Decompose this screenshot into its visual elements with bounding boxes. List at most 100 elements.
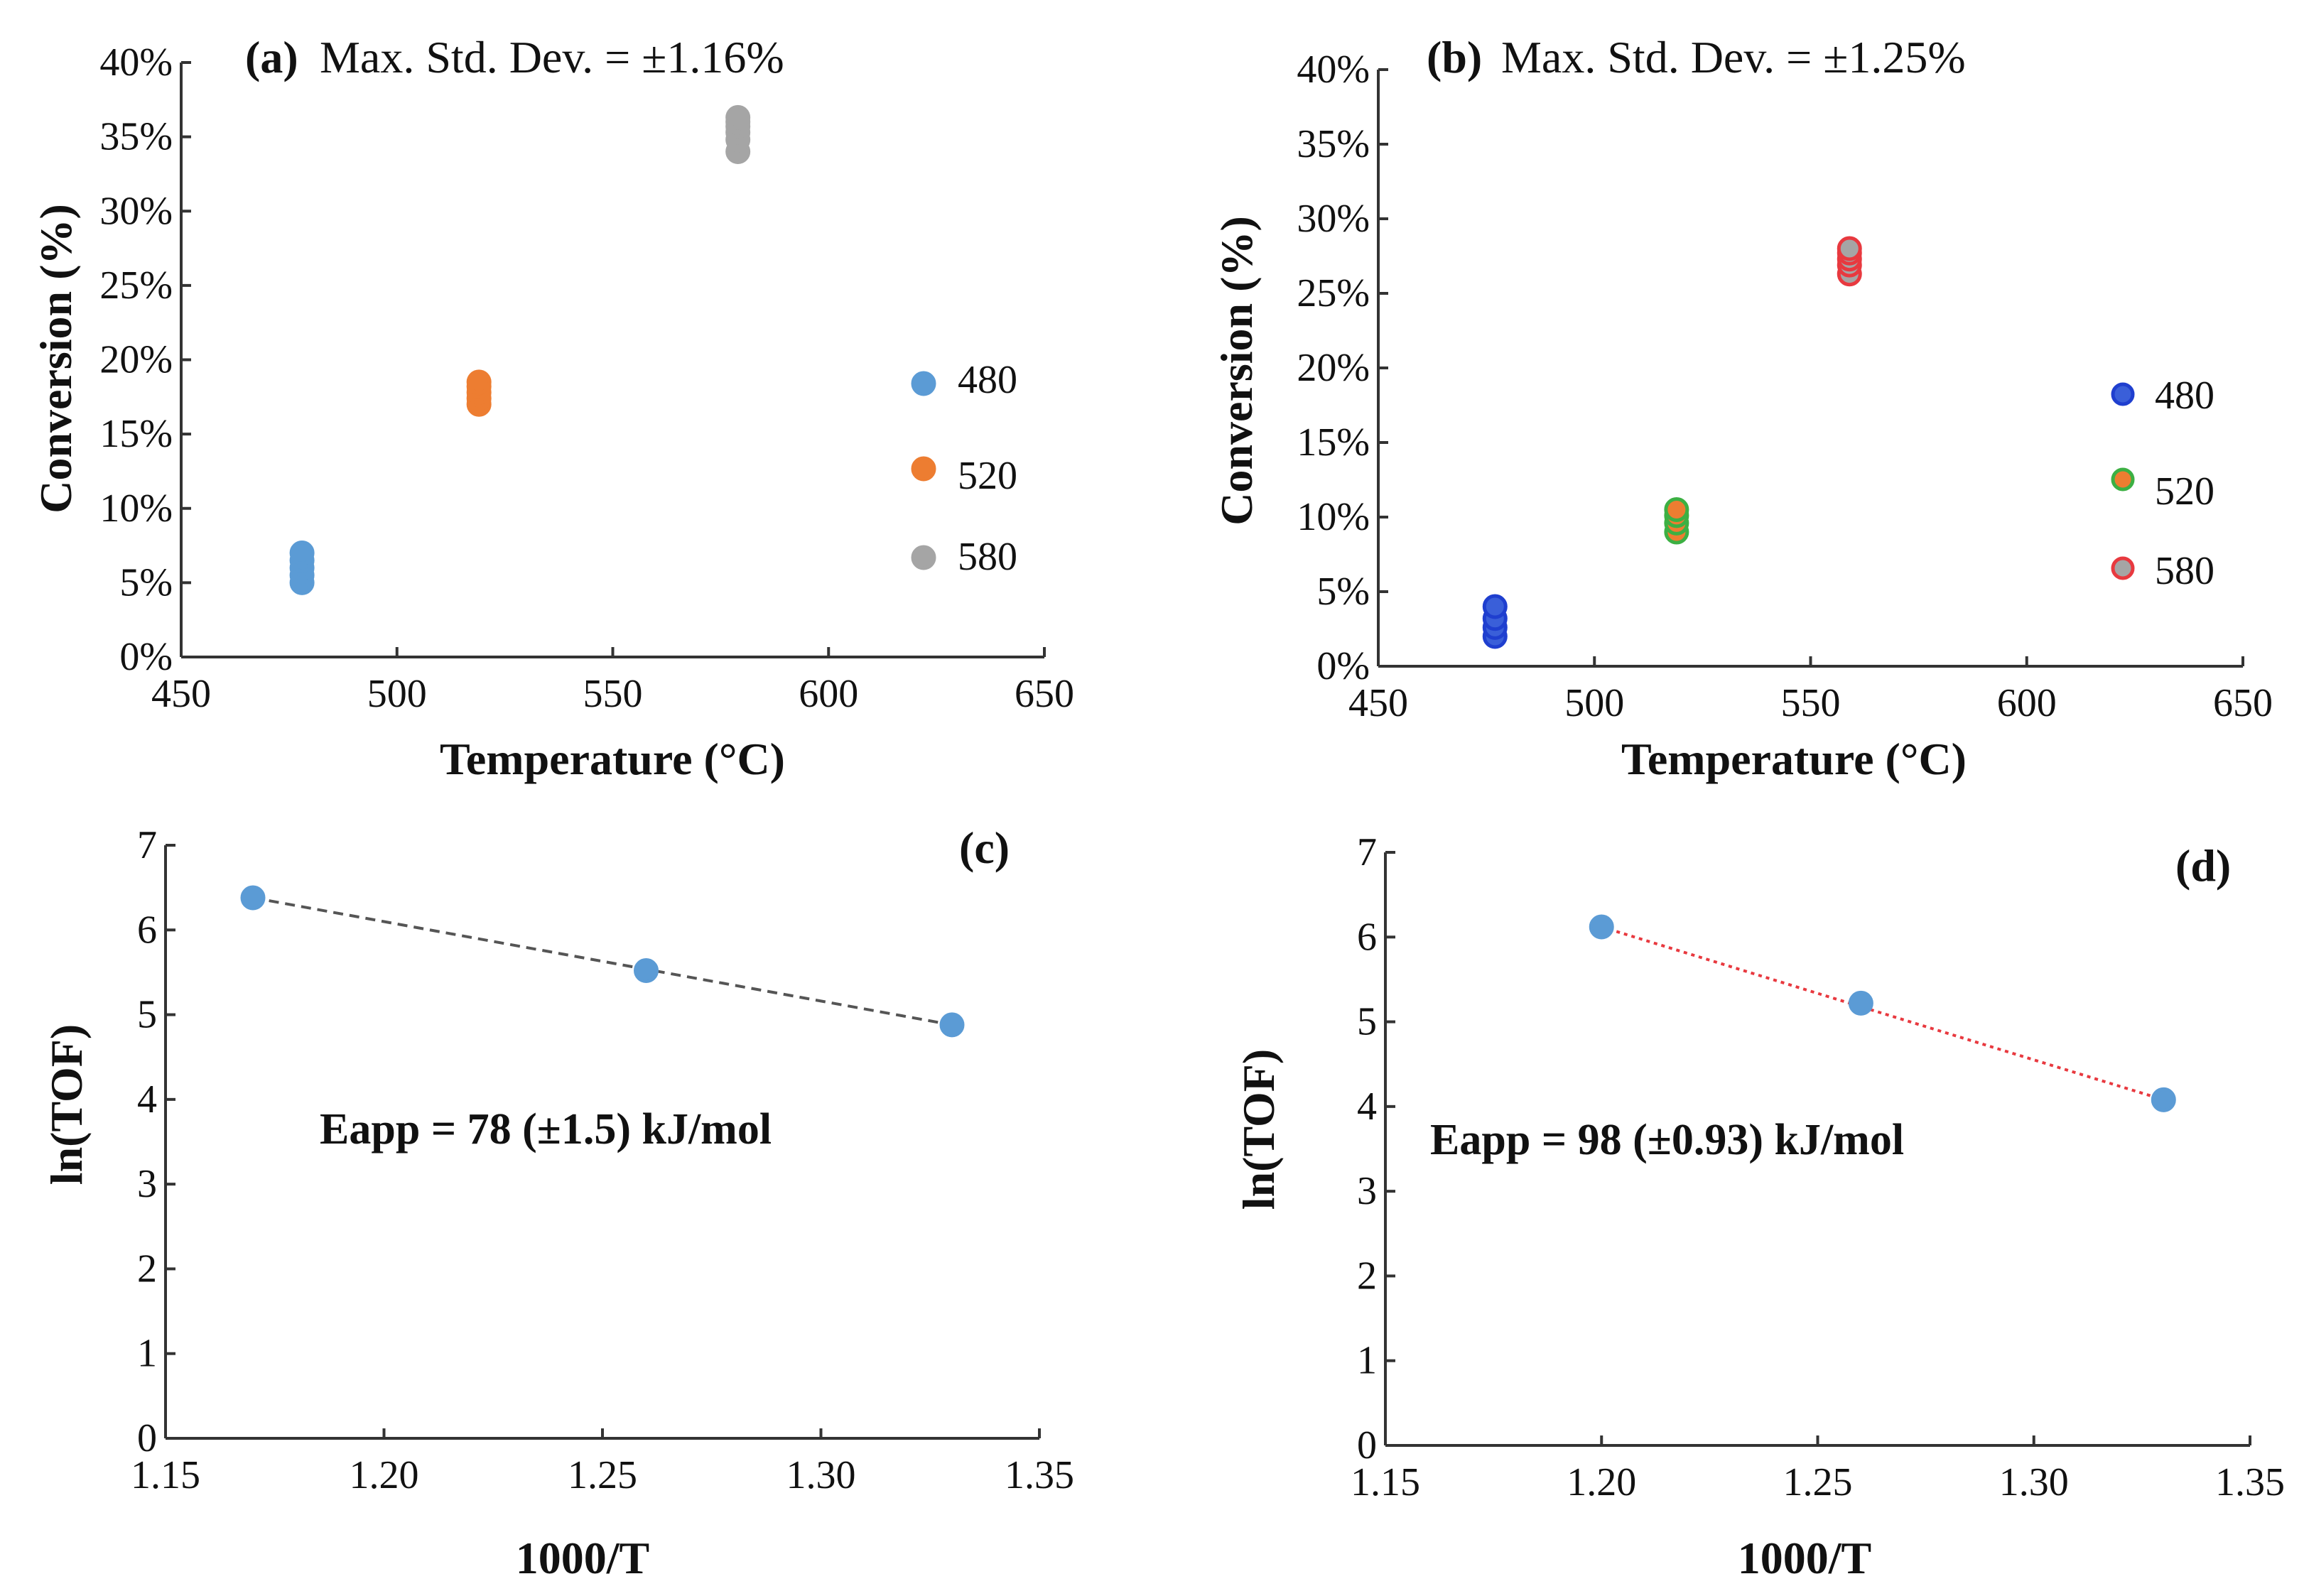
legend-marker-520 xyxy=(911,456,936,482)
y-tick-label: 4 xyxy=(1357,1085,1377,1129)
panel-a-x-axis-label: Temperature (°C) xyxy=(440,734,785,784)
y-tick-label: 15% xyxy=(1297,420,1370,465)
y-tick-label: 1 xyxy=(1357,1339,1377,1383)
panel-a-title: Max. Std. Dev. = ±1.16% xyxy=(320,32,784,82)
legend-label-480: 480 xyxy=(2155,374,2214,418)
data-point xyxy=(1482,594,1508,619)
legend-label-480: 480 xyxy=(958,358,1017,402)
x-tick-label: 1.35 xyxy=(2215,1460,2285,1504)
y-tick-label: 10% xyxy=(1297,495,1370,539)
x-tick-label: 450 xyxy=(151,672,211,716)
fit-line xyxy=(252,896,953,1026)
x-tick-label: 1.30 xyxy=(1999,1460,2069,1504)
y-tick-label: 35% xyxy=(1297,122,1370,166)
y-tick-label: 5 xyxy=(1357,1000,1377,1044)
panel-c-annotation: Eapp = 78 (±1.5) kJ/mol xyxy=(320,1105,772,1153)
y-tick-label: 25% xyxy=(1297,271,1370,315)
legend-label-520: 520 xyxy=(2155,469,2214,514)
x-tick-label: 500 xyxy=(367,672,427,716)
panel-b-title: Max. Std. Dev. = ±1.25% xyxy=(1501,32,1966,82)
x-tick-label: 1.35 xyxy=(1005,1453,1074,1497)
panel-d-y-axis-label: ln(TOF) xyxy=(1233,1049,1284,1210)
y-tick-label: 7 xyxy=(1357,830,1377,874)
y-tick-label: 1 xyxy=(137,1332,157,1376)
y-tick-label: 3 xyxy=(1357,1169,1377,1213)
y-tick-label: 30% xyxy=(1297,197,1370,241)
y-tick-label: 6 xyxy=(1357,915,1377,959)
y-tick-label: 5% xyxy=(1316,570,1370,614)
y-tick-label: 25% xyxy=(99,264,173,308)
y-tick-label: 15% xyxy=(99,412,173,456)
y-tick-label: 0% xyxy=(1316,644,1370,688)
y-tick-label: 5% xyxy=(119,560,173,604)
x-tick-label: 450 xyxy=(1348,681,1408,725)
data-point xyxy=(725,104,751,130)
data-point xyxy=(1589,914,1614,940)
legend-marker-480 xyxy=(2111,382,2135,406)
panel-a-y-axis-label: Conversion (%) xyxy=(31,204,81,514)
y-tick-label: 40% xyxy=(1297,48,1370,92)
legend-label-580: 580 xyxy=(2155,549,2214,593)
y-tick-label: 0 xyxy=(137,1416,157,1460)
data-point xyxy=(289,541,315,566)
panel-b-x-axis-label: Temperature (°C) xyxy=(1621,734,1967,784)
x-tick-label: 550 xyxy=(583,672,643,716)
panel-d-annotation: Eapp = 98 (±0.93) kJ/mol xyxy=(1430,1116,1904,1164)
x-tick-label: 550 xyxy=(1781,681,1841,725)
x-tick-label: 1.20 xyxy=(350,1453,419,1497)
y-tick-label: 2 xyxy=(1357,1254,1377,1298)
y-tick-label: 10% xyxy=(99,487,173,531)
data-point xyxy=(1664,497,1689,522)
data-point xyxy=(466,369,492,395)
y-tick-label: 0 xyxy=(1357,1423,1377,1467)
panel-a: 450 500 550 600 650 0% 5% 10% 15% 20% 25% 30% 35% 40%… xyxy=(31,32,1074,784)
panel-c-y-axis-label: ln(TOF) xyxy=(41,1024,92,1185)
data-point xyxy=(634,958,659,984)
y-tick-label: 7 xyxy=(137,823,157,867)
panel-c-x-axis-label: 1000/T xyxy=(516,1533,649,1583)
panel-d-letter: (d) xyxy=(2175,840,2231,891)
data-point xyxy=(240,885,266,911)
legend-marker-480 xyxy=(911,371,936,396)
panel-b-legend: 480 520 580 xyxy=(2111,374,2214,593)
panel-c-letter: (c) xyxy=(959,823,1010,873)
y-tick-label: 5 xyxy=(137,993,157,1037)
legend-label-520: 520 xyxy=(958,454,1017,498)
x-tick-label: 600 xyxy=(1997,681,2057,725)
x-tick-label: 1.30 xyxy=(786,1453,856,1497)
x-tick-label: 1.15 xyxy=(1351,1460,1420,1504)
x-tick-label: 650 xyxy=(2213,681,2273,725)
legend-label-580: 580 xyxy=(958,535,1017,579)
panel-b-letter: (b) xyxy=(1427,32,1482,82)
y-tick-label: 2 xyxy=(137,1247,157,1291)
y-tick-label: 40% xyxy=(99,40,173,85)
legend-marker-520 xyxy=(2111,467,2135,492)
panel-d-x-axis-label: 1000/T xyxy=(1738,1533,1871,1583)
data-point xyxy=(1848,990,1873,1016)
data-point xyxy=(1837,236,1862,261)
x-tick-label: 1.20 xyxy=(1567,1460,1636,1504)
y-tick-label: 6 xyxy=(137,908,157,952)
y-tick-label: 20% xyxy=(99,338,173,382)
x-tick-label: 600 xyxy=(799,672,858,716)
y-tick-label: 30% xyxy=(99,189,173,233)
panel-b-y-axis-label: Conversion (%) xyxy=(1211,216,1262,526)
legend-marker-580 xyxy=(911,545,936,570)
x-tick-label: 1.25 xyxy=(1783,1460,1853,1504)
y-tick-label: 20% xyxy=(1297,346,1370,390)
x-tick-label: 1.15 xyxy=(131,1453,200,1497)
y-tick-label: 4 xyxy=(137,1077,157,1122)
y-tick-label: 0% xyxy=(119,635,173,679)
y-tick-label: 35% xyxy=(99,115,173,159)
panel-a-letter: (a) xyxy=(245,32,298,82)
panel-a-legend: 480 520 580 xyxy=(911,358,1017,579)
data-point xyxy=(2151,1087,2176,1112)
x-tick-label: 1.25 xyxy=(568,1453,637,1497)
panel-b: 450 500 550 600 650 0% 5% 10% 15% 20% 25% 30% 35% 40%… xyxy=(1211,32,2273,784)
legend-marker-580 xyxy=(2111,556,2135,580)
y-tick-label: 3 xyxy=(137,1162,157,1206)
x-tick-label: 650 xyxy=(1015,672,1074,716)
